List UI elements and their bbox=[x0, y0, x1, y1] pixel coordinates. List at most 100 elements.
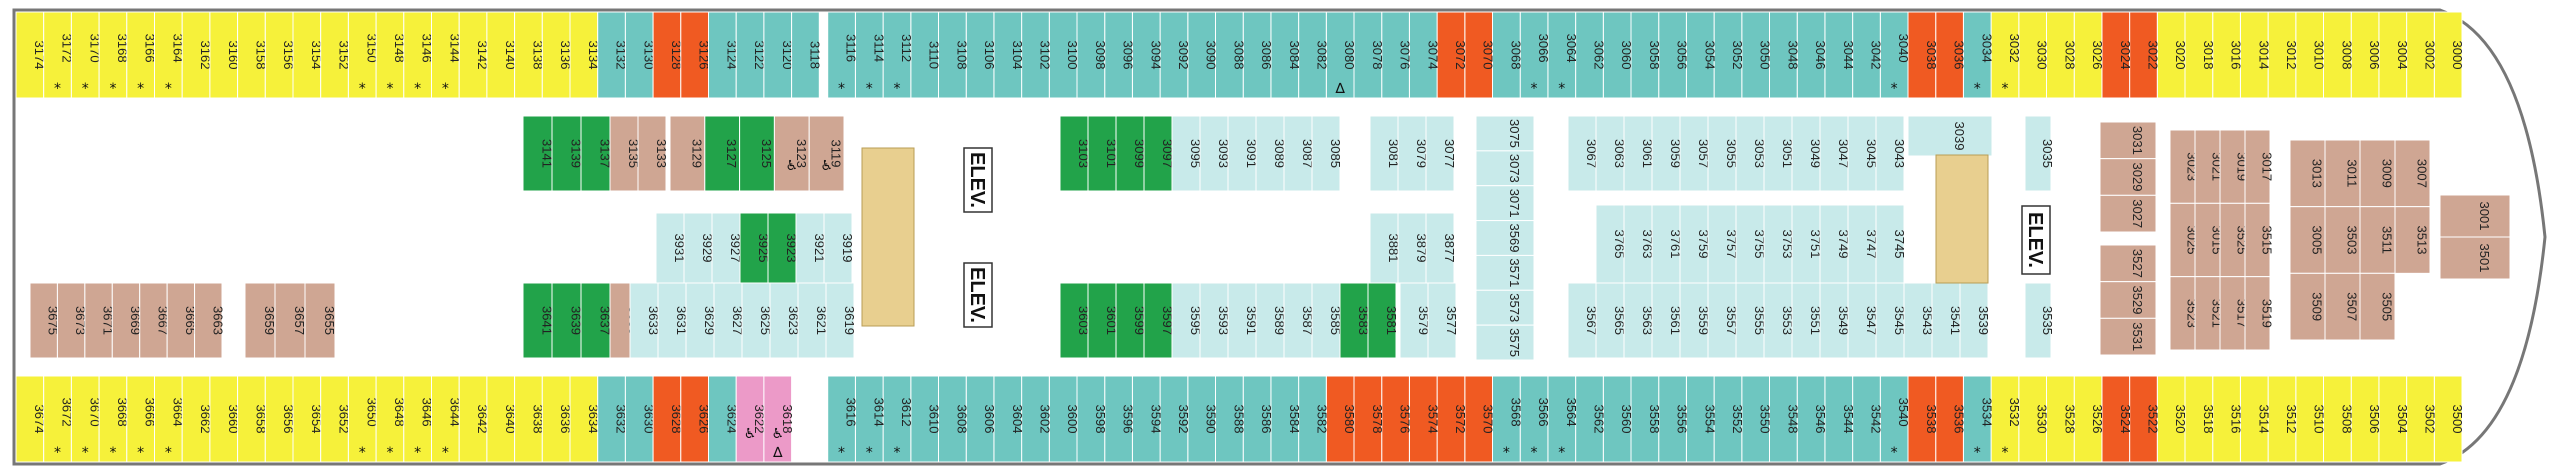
cabin-3539[interactable]: 3539 bbox=[1959, 282, 1991, 359]
cabin-3547[interactable]: 3547 bbox=[1847, 282, 1879, 359]
cabin-3666[interactable]: 3666 * bbox=[126, 375, 158, 463]
cabin-3068[interactable]: 3068 bbox=[1492, 11, 1524, 99]
cabin-3628[interactable]: 3628 bbox=[652, 375, 684, 463]
cabin-3504[interactable]: 3504 bbox=[2378, 375, 2410, 463]
cabin-3040[interactable]: 3040 * bbox=[1879, 11, 1911, 99]
cabin-3100[interactable]: 3100 bbox=[1048, 11, 1080, 99]
cabin-3118[interactable]: 3118 bbox=[791, 11, 823, 99]
cabin-3039[interactable]: 3039 bbox=[1907, 115, 1993, 157]
cabin-3125[interactable]: 3125 bbox=[739, 115, 775, 192]
cabin-3663[interactable]: 3663 bbox=[194, 282, 226, 359]
cabin-3012[interactable]: 3012 bbox=[2267, 11, 2299, 99]
cabin-3575[interactable]: 3575 bbox=[1475, 324, 1535, 361]
cabin-3659[interactable]: 3659 bbox=[244, 282, 277, 359]
cabin-3081[interactable]: 3081 bbox=[1369, 115, 1401, 192]
cabin-3094[interactable]: 3094 bbox=[1131, 11, 1163, 99]
cabin-3084[interactable]: 3084 bbox=[1270, 11, 1302, 99]
cabin-3561[interactable]: 3561 bbox=[1651, 282, 1683, 359]
cabin-3116[interactable]: 3116 * bbox=[827, 11, 859, 99]
cabin-3572[interactable]: 3572 bbox=[1436, 375, 1468, 463]
cabin-3580[interactable]: 3580 bbox=[1325, 375, 1357, 463]
cabin-3660[interactable]: 3660 bbox=[209, 375, 241, 463]
cabin-3638[interactable]: 3638 bbox=[514, 375, 546, 463]
cabin-3056[interactable]: 3056 bbox=[1658, 11, 1690, 99]
cabin-3759[interactable]: 3759 bbox=[1679, 204, 1711, 284]
cabin-3120[interactable]: 3120 bbox=[763, 11, 795, 99]
cabin-3050[interactable]: 3050 bbox=[1741, 11, 1773, 99]
cabin-3508[interactable]: 3508 bbox=[2323, 375, 2355, 463]
cabin-3923[interactable]: 3923 bbox=[767, 212, 799, 284]
cabin-3536[interactable]: 3536 bbox=[1935, 375, 1967, 463]
cabin-3067[interactable]: 3067 bbox=[1567, 115, 1599, 192]
cabin-3640[interactable]: 3640 bbox=[486, 375, 518, 463]
cabin-3146[interactable]: 3146 * bbox=[403, 11, 435, 99]
cabin-3545[interactable]: 3545 bbox=[1875, 282, 1907, 359]
cabin-3042[interactable]: 3042 bbox=[1852, 11, 1884, 99]
cabin-3631[interactable]: 3631 bbox=[657, 282, 689, 359]
cabin-3929[interactable]: 3929 bbox=[683, 212, 715, 284]
cabin-3510[interactable]: 3510 bbox=[2295, 375, 2327, 463]
cabin-3586[interactable]: 3586 bbox=[1242, 375, 1274, 463]
cabin-3618[interactable]: 3618♿ ∆ bbox=[763, 375, 795, 463]
cabin-3597[interactable]: 3597 bbox=[1143, 282, 1175, 359]
cabin-3128[interactable]: 3128 bbox=[652, 11, 684, 99]
cabin-3518[interactable]: 3518 bbox=[2184, 375, 2216, 463]
cabin-3658[interactable]: 3658 bbox=[237, 375, 269, 463]
cabin-3088[interactable]: 3088 bbox=[1215, 11, 1247, 99]
cabin-3538[interactable]: 3538 bbox=[1907, 375, 1939, 463]
cabin-3591[interactable]: 3591 bbox=[1227, 282, 1259, 359]
cabin-3630[interactable]: 3630 bbox=[624, 375, 656, 463]
cabin-3528[interactable]: 3528 bbox=[2046, 375, 2078, 463]
cabin-3015[interactable]: 3015 bbox=[2194, 202, 2225, 278]
cabin-3062[interactable]: 3062 bbox=[1575, 11, 1607, 99]
cabin-3637[interactable]: 3637 bbox=[580, 282, 613, 359]
cabin-3503[interactable]: 3503 bbox=[2324, 206, 2361, 274]
cabin-3513[interactable]: 3513 bbox=[2394, 206, 2431, 274]
cabin-3589[interactable]: 3589 bbox=[1255, 282, 1287, 359]
cabin-3036[interactable]: 3036 bbox=[1935, 11, 1967, 99]
cabin-3027[interactable]: 3027 bbox=[2099, 194, 2157, 233]
cabin-3569[interactable]: 3569 bbox=[1475, 220, 1535, 256]
cabin-3124[interactable]: 3124 bbox=[708, 11, 740, 99]
cabin-3599[interactable]: 3599 bbox=[1115, 282, 1147, 359]
cabin-3058[interactable]: 3058 bbox=[1630, 11, 1662, 99]
cabin-3747[interactable]: 3747 bbox=[1847, 204, 1879, 284]
cabin-3761[interactable]: 3761 bbox=[1651, 204, 1683, 284]
cabin-3028[interactable]: 3028 bbox=[2046, 11, 2078, 99]
cabin-3877[interactable]: 3877 bbox=[1425, 212, 1457, 284]
cabin-3011[interactable]: 3011 bbox=[2324, 139, 2361, 208]
cabin-3101[interactable]: 3101 bbox=[1087, 115, 1119, 192]
cabin-3553[interactable]: 3553 bbox=[1763, 282, 1795, 359]
cabin-3031[interactable]: 3031 bbox=[2099, 121, 2157, 160]
cabin-3745[interactable]: 3745 bbox=[1875, 204, 1907, 284]
cabin-3099[interactable]: 3099 bbox=[1115, 115, 1147, 192]
cabin-3066[interactable]: 3066 * bbox=[1519, 11, 1551, 99]
cabin-3551[interactable]: 3551 bbox=[1791, 282, 1823, 359]
cabin-3544[interactable]: 3544 bbox=[1824, 375, 1856, 463]
cabin-3501[interactable]: 3501 bbox=[2439, 236, 2511, 280]
cabin-3148[interactable]: 3148 * bbox=[375, 11, 407, 99]
cabin-3024[interactable]: 3024 bbox=[2101, 11, 2133, 99]
cabin-3608[interactable]: 3608 bbox=[938, 375, 970, 463]
cabin-3144[interactable]: 3144 * bbox=[431, 11, 463, 99]
cabin-3634[interactable]: 3634 bbox=[569, 375, 601, 463]
cabin-3619[interactable]: 3619 bbox=[825, 282, 857, 359]
cabin-3621[interactable]: 3621 bbox=[797, 282, 829, 359]
cabin-3522[interactable]: 3522 bbox=[2129, 375, 2161, 463]
cabin-3534[interactable]: 3534 * bbox=[1962, 375, 1994, 463]
cabin-3584[interactable]: 3584 bbox=[1270, 375, 1302, 463]
cabin-3665[interactable]: 3665 bbox=[166, 282, 198, 359]
cabin-3079[interactable]: 3079 bbox=[1397, 115, 1429, 192]
cabin-3596[interactable]: 3596 bbox=[1104, 375, 1136, 463]
cabin-3053[interactable]: 3053 bbox=[1735, 115, 1767, 192]
cabin-3130[interactable]: 3130 bbox=[624, 11, 656, 99]
cabin-3588[interactable]: 3588 bbox=[1215, 375, 1247, 463]
cabin-3531[interactable]: 3531 bbox=[2099, 317, 2157, 356]
cabin-3636[interactable]: 3636 bbox=[541, 375, 573, 463]
cabin-3132[interactable]: 3132 bbox=[597, 11, 629, 99]
cabin-3610[interactable]: 3610 bbox=[910, 375, 942, 463]
cabin-3668[interactable]: 3668 * bbox=[98, 375, 130, 463]
cabin-3005[interactable]: 3005 bbox=[2289, 206, 2326, 274]
cabin-3927[interactable]: 3927 bbox=[711, 212, 743, 284]
cabin-3669[interactable]: 3669 bbox=[111, 282, 143, 359]
